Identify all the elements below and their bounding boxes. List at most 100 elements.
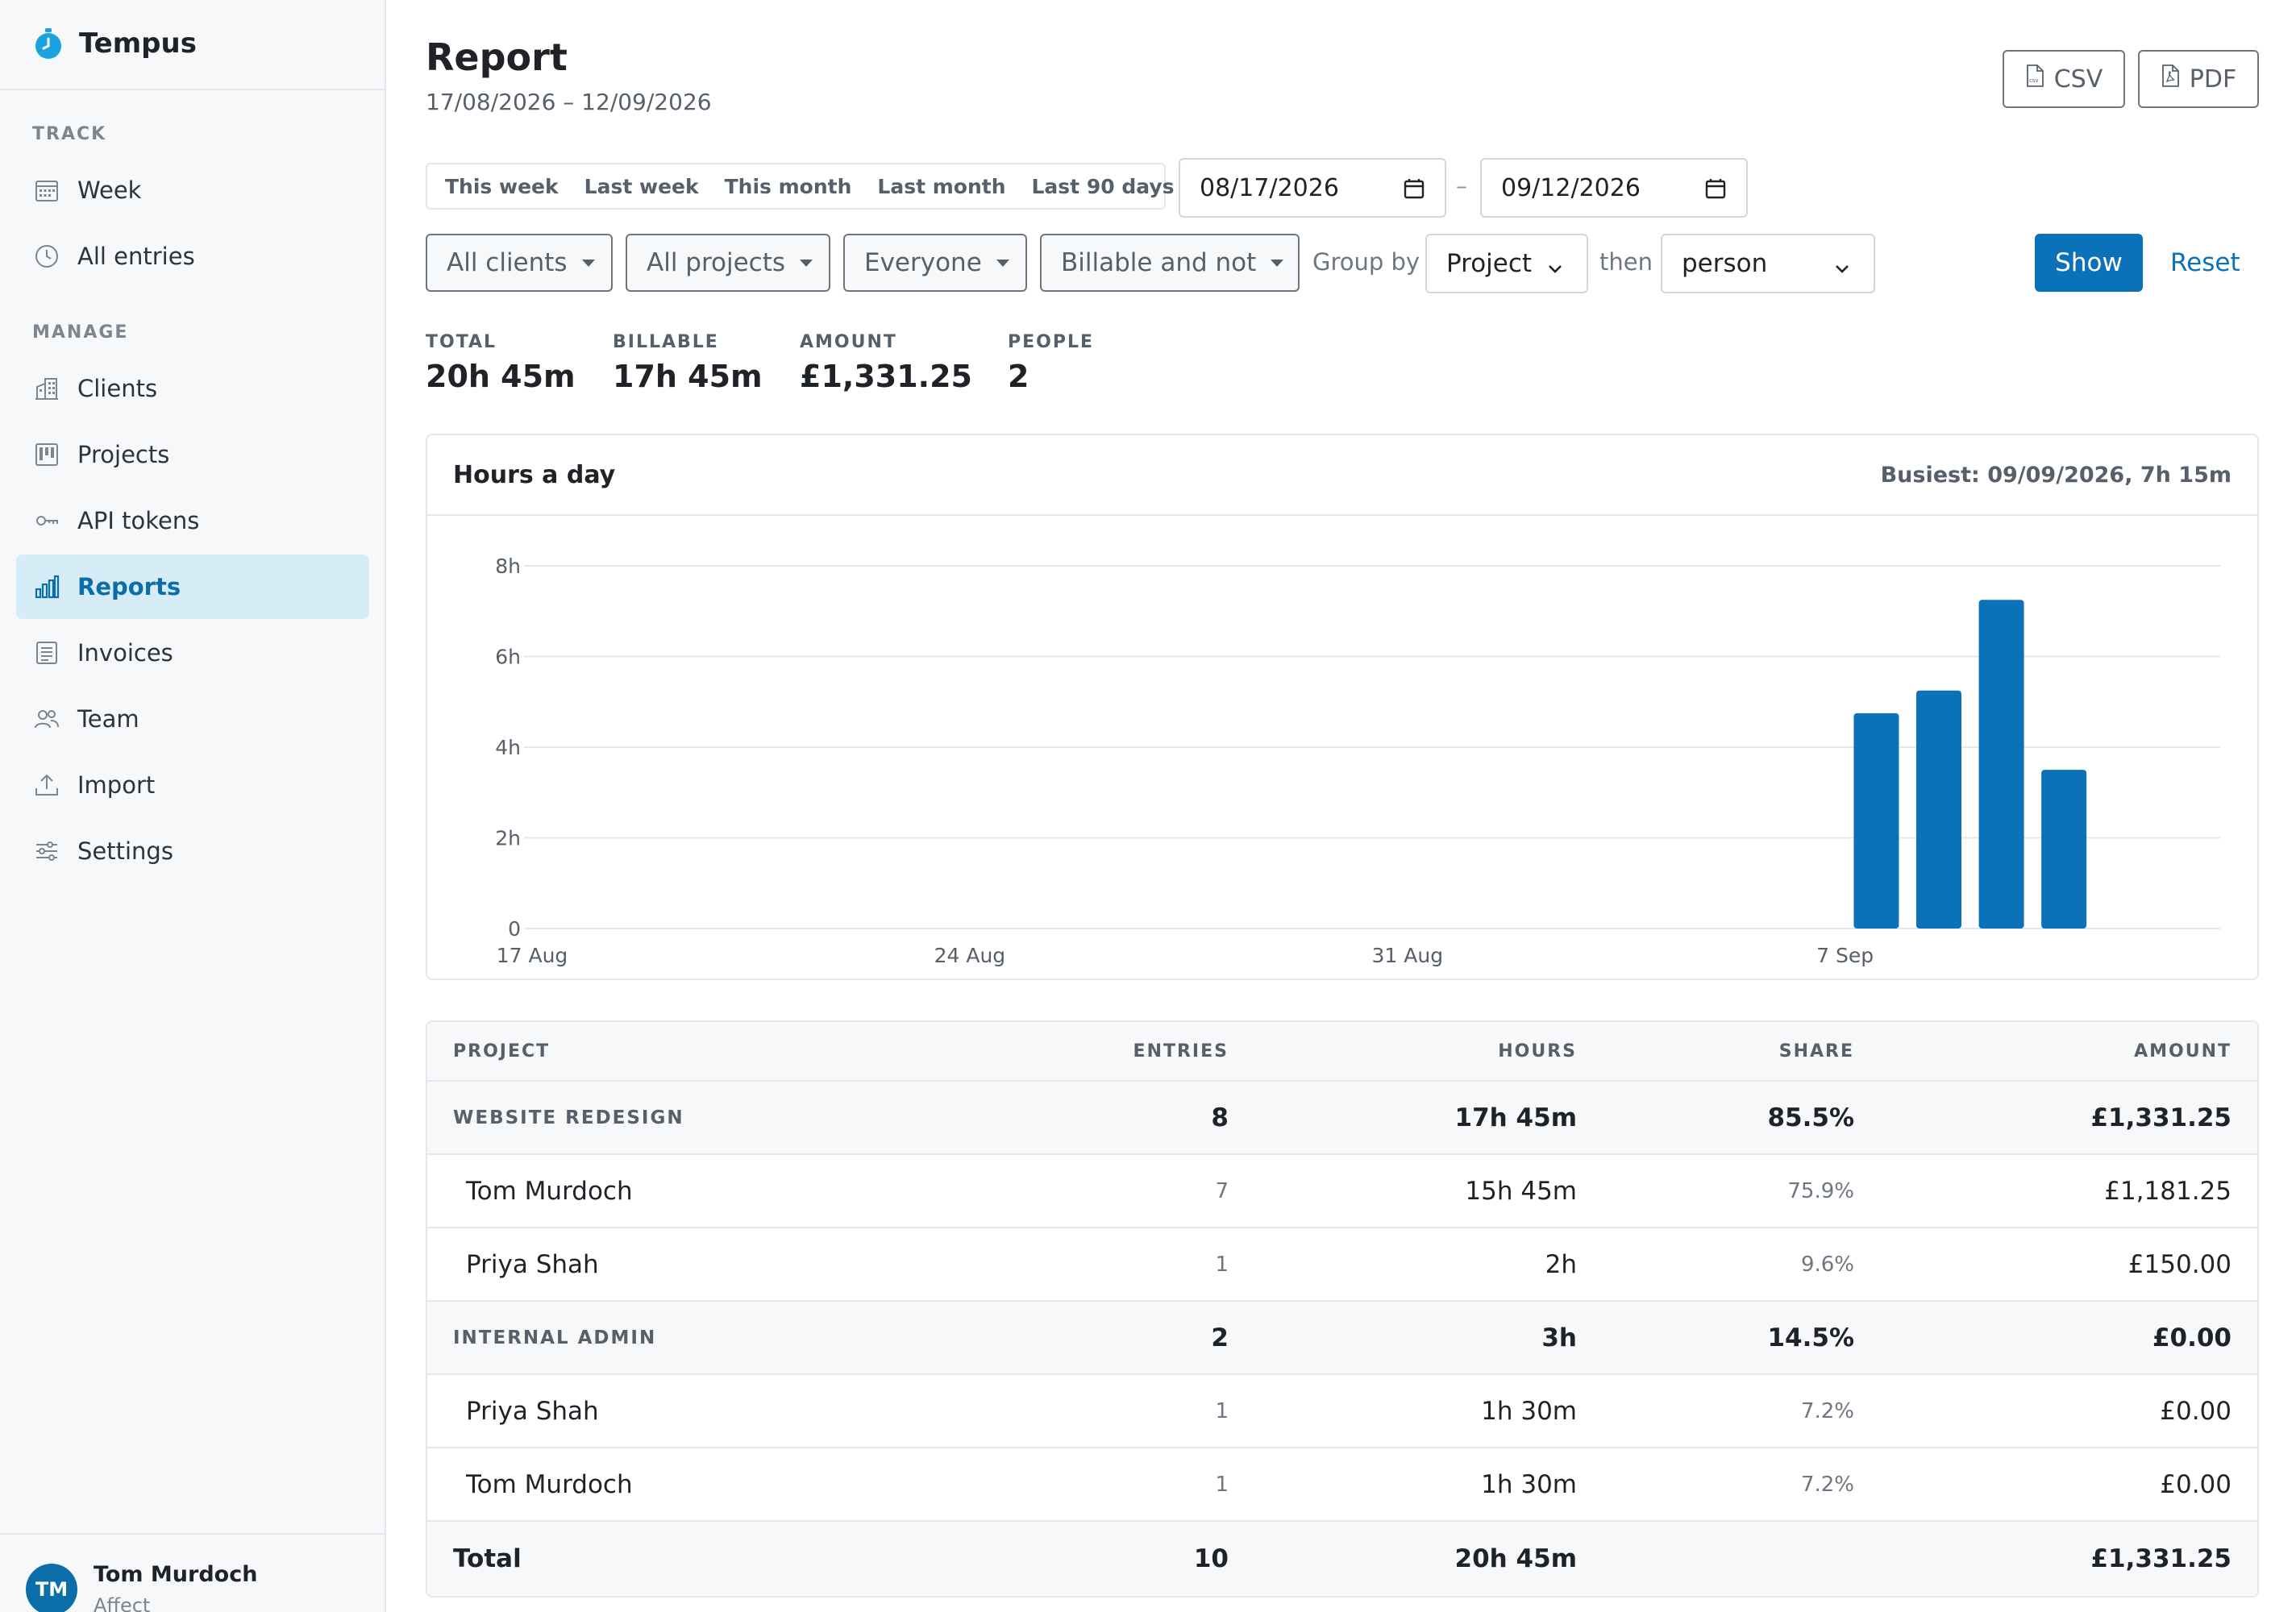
client-filter-value: All clients bbox=[447, 248, 568, 277]
sidebar-item-team[interactable]: Team bbox=[16, 687, 369, 751]
caret-down-icon bbox=[800, 259, 813, 267]
row-share: 75.9% bbox=[1787, 1178, 1854, 1203]
sidebar-item-label: Clients bbox=[77, 375, 158, 402]
billable-filter[interactable]: Billable and not bbox=[1040, 234, 1300, 292]
group-by-select[interactable]: Project bbox=[1425, 234, 1588, 293]
reset-button[interactable]: Reset bbox=[2170, 248, 2240, 277]
user-name: Tom Murdoch bbox=[94, 1562, 258, 1587]
chevron-down-icon bbox=[1833, 255, 1851, 284]
y-tick-label: 4h bbox=[495, 736, 521, 759]
chart-bar bbox=[1916, 690, 1961, 929]
person-filter-value: Everyone bbox=[864, 248, 982, 277]
sidebar-item-label: Settings bbox=[77, 837, 173, 865]
col-share-header[interactable]: SHARE bbox=[1778, 1041, 1854, 1062]
row-hours: 1h 30m bbox=[1481, 1469, 1577, 1499]
bar-chart-icon bbox=[32, 572, 61, 601]
sidebar-item-invoices[interactable]: Invoices bbox=[16, 621, 369, 685]
divider bbox=[0, 89, 385, 90]
y-tick-label: 6h bbox=[495, 646, 521, 669]
then-by-value: person bbox=[1682, 249, 1768, 278]
busiest-day-note: Busiest: 09/09/2026, 7h 15m bbox=[1880, 463, 2232, 488]
sidebar-item-api-tokens[interactable]: API tokens bbox=[16, 488, 369, 553]
x-tick-label: 17 Aug bbox=[497, 944, 568, 967]
date-presets: This week Last week This month Last mont… bbox=[426, 163, 1175, 210]
sidebar-item-import[interactable]: Import bbox=[16, 753, 369, 817]
person-name: Tom Murdoch bbox=[466, 1176, 633, 1206]
chart-bar bbox=[1978, 600, 2024, 929]
then-by-select[interactable]: person bbox=[1661, 234, 1875, 293]
calendar-icon[interactable] bbox=[1704, 177, 1727, 206]
date-separator: – bbox=[1456, 172, 1467, 199]
sidebar-item-clients[interactable]: Clients bbox=[16, 356, 369, 421]
y-tick-label: 8h bbox=[495, 555, 521, 578]
sidebar-item-projects[interactable]: Projects bbox=[16, 422, 369, 487]
row-entries: 1 bbox=[1215, 1252, 1229, 1277]
group-hours: 17h 45m bbox=[1454, 1103, 1577, 1132]
project-filter[interactable]: All projects bbox=[626, 234, 830, 292]
preset-last-90-days[interactable]: Last 90 days bbox=[1031, 174, 1175, 198]
export-pdf-button[interactable]: PDF bbox=[2138, 50, 2259, 108]
row-share: 7.2% bbox=[1800, 1472, 1854, 1497]
building-icon bbox=[32, 374, 61, 403]
brand[interactable]: Tempus bbox=[32, 24, 197, 63]
preset-this-month[interactable]: This month bbox=[724, 174, 852, 198]
preset-last-month[interactable]: Last month bbox=[877, 174, 1006, 198]
calendar-icon[interactable] bbox=[1403, 177, 1425, 206]
col-entries-header[interactable]: ENTRIES bbox=[1133, 1041, 1229, 1062]
col-amount-header[interactable]: AMOUNT bbox=[2134, 1041, 2232, 1062]
preset-last-week[interactable]: Last week bbox=[584, 174, 699, 198]
sidebar-item-reports[interactable]: Reports bbox=[16, 555, 369, 619]
col-project-header[interactable]: PROJECT bbox=[453, 1041, 551, 1062]
sidebar-item-label: Projects bbox=[77, 441, 170, 468]
pdf-file-icon bbox=[2161, 64, 2180, 94]
caret-down-icon bbox=[1271, 259, 1284, 267]
stat-label: TOTAL bbox=[426, 332, 497, 352]
stat-people: PEOPLE 2 bbox=[1008, 332, 1094, 394]
export-csv-button[interactable]: csv CSV bbox=[2003, 50, 2125, 108]
sidebar-item-week[interactable]: Week bbox=[16, 158, 369, 222]
total-label: Total bbox=[453, 1543, 522, 1573]
stat-billable: BILLABLE 17h 45m bbox=[613, 332, 763, 394]
group-entries: 2 bbox=[1211, 1323, 1229, 1352]
calendar-week-icon bbox=[32, 176, 61, 205]
row-amount: £0.00 bbox=[2160, 1469, 2232, 1499]
kanban-icon bbox=[32, 440, 61, 469]
preset-this-week[interactable]: This week bbox=[445, 174, 559, 198]
group-amount: £0.00 bbox=[2152, 1323, 2232, 1352]
caret-down-icon bbox=[996, 259, 1009, 267]
page-title: Report bbox=[426, 35, 568, 79]
pdf-label: PDF bbox=[2189, 64, 2237, 93]
to-date-input[interactable]: 09/12/2026 bbox=[1480, 158, 1748, 218]
people-icon bbox=[32, 704, 61, 733]
sidebar-item-all-entries[interactable]: All entries bbox=[16, 224, 369, 289]
sidebar-item-label: Team bbox=[77, 705, 139, 733]
date-range-subtitle: 17/08/2026 – 12/09/2026 bbox=[426, 89, 712, 115]
person-filter[interactable]: Everyone bbox=[843, 234, 1027, 292]
csv-file-icon: csv bbox=[2025, 64, 2044, 94]
x-tick-label: 24 Aug bbox=[934, 944, 1006, 967]
show-button[interactable]: Show bbox=[2035, 234, 2143, 292]
app-name: Tempus bbox=[79, 27, 197, 60]
row-share: 7.2% bbox=[1800, 1398, 1854, 1423]
from-date-input[interactable]: 08/17/2026 bbox=[1179, 158, 1446, 218]
stat-label: BILLABLE bbox=[613, 332, 719, 352]
client-filter[interactable]: All clients bbox=[426, 234, 613, 292]
stat-total: TOTAL 20h 45m bbox=[426, 332, 576, 394]
stat-value: 2 bbox=[1008, 359, 1029, 394]
avatar: TM bbox=[26, 1564, 77, 1612]
group-name: WEBSITE REDESIGN bbox=[453, 1107, 684, 1128]
row-hours: 2h bbox=[1545, 1249, 1577, 1279]
stat-value: £1,331.25 bbox=[800, 359, 972, 394]
sidebar-item-settings[interactable]: Settings bbox=[16, 819, 369, 883]
sidebar-item-label: Week bbox=[77, 177, 142, 204]
col-hours-header[interactable]: HOURS bbox=[1498, 1041, 1577, 1062]
group-hours: 3h bbox=[1541, 1323, 1577, 1352]
group-by-label: Group by bbox=[1312, 248, 1420, 276]
user-menu[interactable]: TM Tom Murdoch Affect bbox=[0, 1533, 385, 1612]
clock-icon bbox=[32, 242, 61, 271]
row-amount: £0.00 bbox=[2160, 1396, 2232, 1426]
table-row: Priya Shah 1 1h 30m 7.2% £0.00 bbox=[427, 1375, 2257, 1448]
table-row: Tom Murdoch 7 15h 45m 75.9% £1,181.25 bbox=[427, 1155, 2257, 1228]
person-name: Priya Shah bbox=[466, 1396, 599, 1426]
row-share: 9.6% bbox=[1800, 1252, 1854, 1277]
